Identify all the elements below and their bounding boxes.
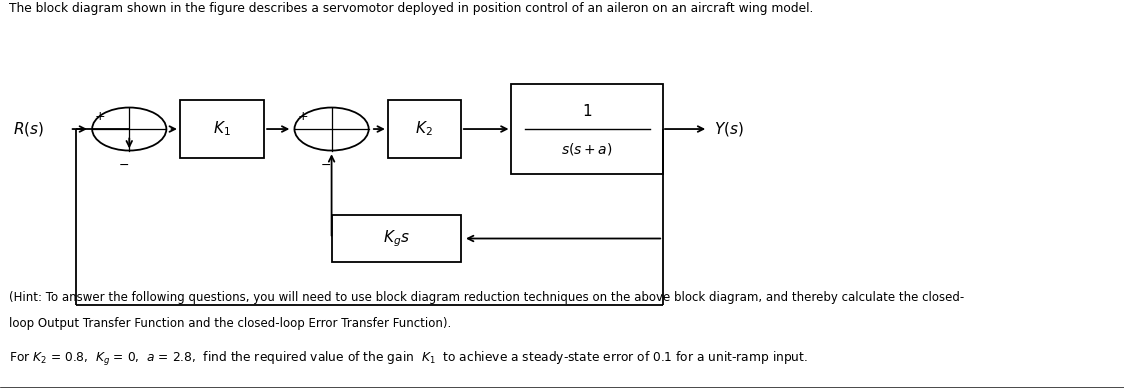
Text: $K_1$: $K_1$ [214,120,230,138]
Bar [388,100,461,158]
Text: $+$: $+$ [297,110,308,123]
Bar [511,84,663,174]
Text: $Y(s)$: $Y(s)$ [714,120,744,138]
Text: $K_g s$: $K_g s$ [383,228,409,249]
Text: loop Output Transfer Function and the closed-loop Error Transfer Function).: loop Output Transfer Function and the cl… [9,317,451,330]
Text: (Hint: To answer the following questions, you will need to use block diagram red: (Hint: To answer the following questions… [9,291,964,304]
Text: $R(s)$: $R(s)$ [13,120,45,138]
Text: $-$: $-$ [320,158,332,171]
Text: $1$: $1$ [582,104,592,119]
Text: $-$: $-$ [118,158,129,171]
Text: $s(s+a)$: $s(s+a)$ [562,141,613,156]
Text: The block diagram shown in the figure describes a servomotor deployed in positio: The block diagram shown in the figure de… [9,2,814,15]
Text: $+$: $+$ [94,110,106,123]
Bar [332,215,461,262]
Text: $K_2$: $K_2$ [416,120,433,138]
Bar [180,100,264,158]
Text: For $K_2$ = 0.8,  $K_g$ = 0,  $a$ = 2.8,  find the required value of the gain  $: For $K_2$ = 0.8, $K_g$ = 0, $a$ = 2.8, f… [9,350,808,368]
